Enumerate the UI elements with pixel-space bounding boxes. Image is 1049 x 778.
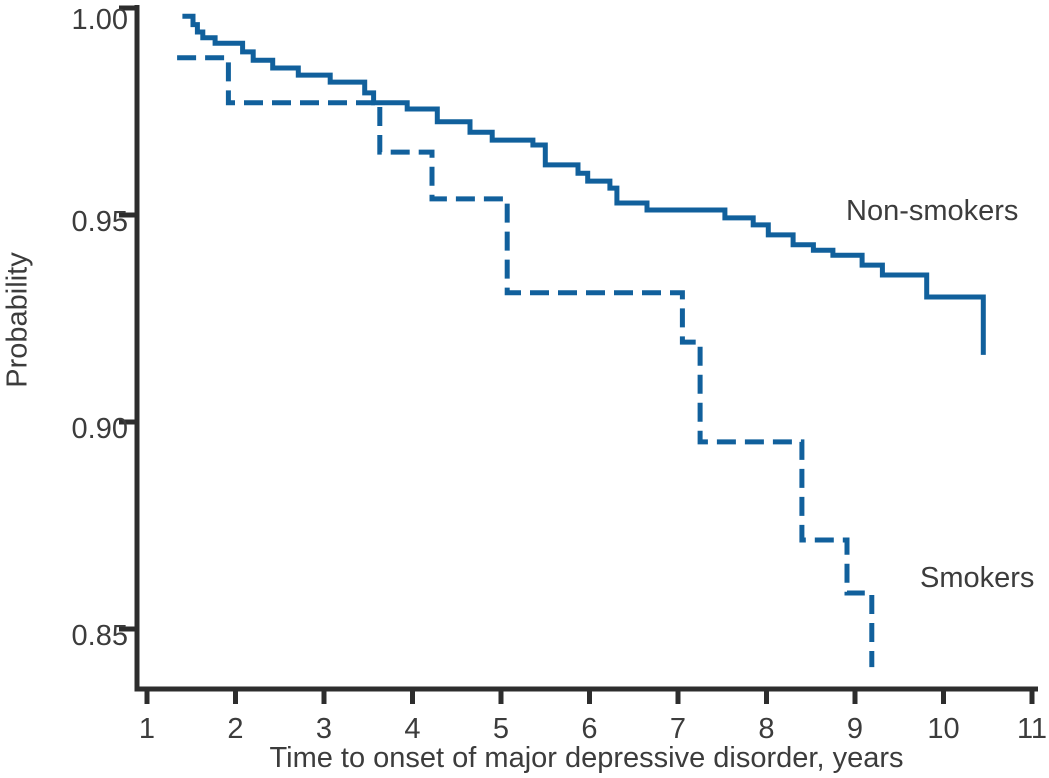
y-axis-title: Probability xyxy=(1,252,34,388)
x-axis-title: Time to onset of major depressive disord… xyxy=(269,742,904,774)
x-tick-label-2: 2 xyxy=(227,713,243,745)
smokers-series-label: Smokers xyxy=(920,562,1035,594)
x-tick-label-10: 10 xyxy=(927,713,959,745)
x-tick-label-7: 7 xyxy=(670,713,686,745)
y-tick-label-0.90: 0.90 xyxy=(72,413,128,445)
x-tick-label-6: 6 xyxy=(581,713,597,745)
smokers-curve xyxy=(177,55,875,668)
x-tick-label-11: 11 xyxy=(1017,713,1047,745)
x-tick-label-1: 1 xyxy=(139,713,155,745)
non-smokers-series-label: Non-smokers xyxy=(846,195,1019,227)
x-tick-label-5: 5 xyxy=(493,713,509,745)
x-tick-label-8: 8 xyxy=(758,713,774,745)
x-tick-label-4: 4 xyxy=(404,713,420,745)
y-tick-label-0.95: 0.95 xyxy=(72,206,128,238)
y-tick-label-0.85: 0.85 xyxy=(72,620,128,652)
x-tick-label-3: 3 xyxy=(316,713,332,745)
non-smokers-curve xyxy=(182,13,986,355)
x-tick-label-9: 9 xyxy=(847,713,863,745)
y-tick-label-1.00: 1.00 xyxy=(72,4,128,36)
